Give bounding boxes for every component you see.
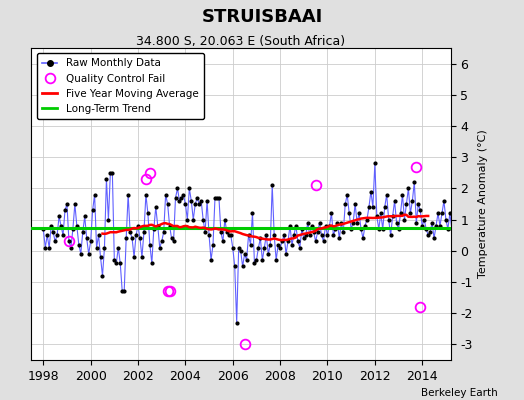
Y-axis label: Temperature Anomaly (°C): Temperature Anomaly (°C) <box>478 130 488 278</box>
Text: Berkeley Earth: Berkeley Earth <box>421 388 498 398</box>
Text: STRUISBAAI: STRUISBAAI <box>201 8 323 26</box>
Title: 34.800 S, 20.063 E (South Africa): 34.800 S, 20.063 E (South Africa) <box>136 35 346 48</box>
Legend: Raw Monthly Data, Quality Control Fail, Five Year Moving Average, Long-Term Tren: Raw Monthly Data, Quality Control Fail, … <box>37 53 204 119</box>
